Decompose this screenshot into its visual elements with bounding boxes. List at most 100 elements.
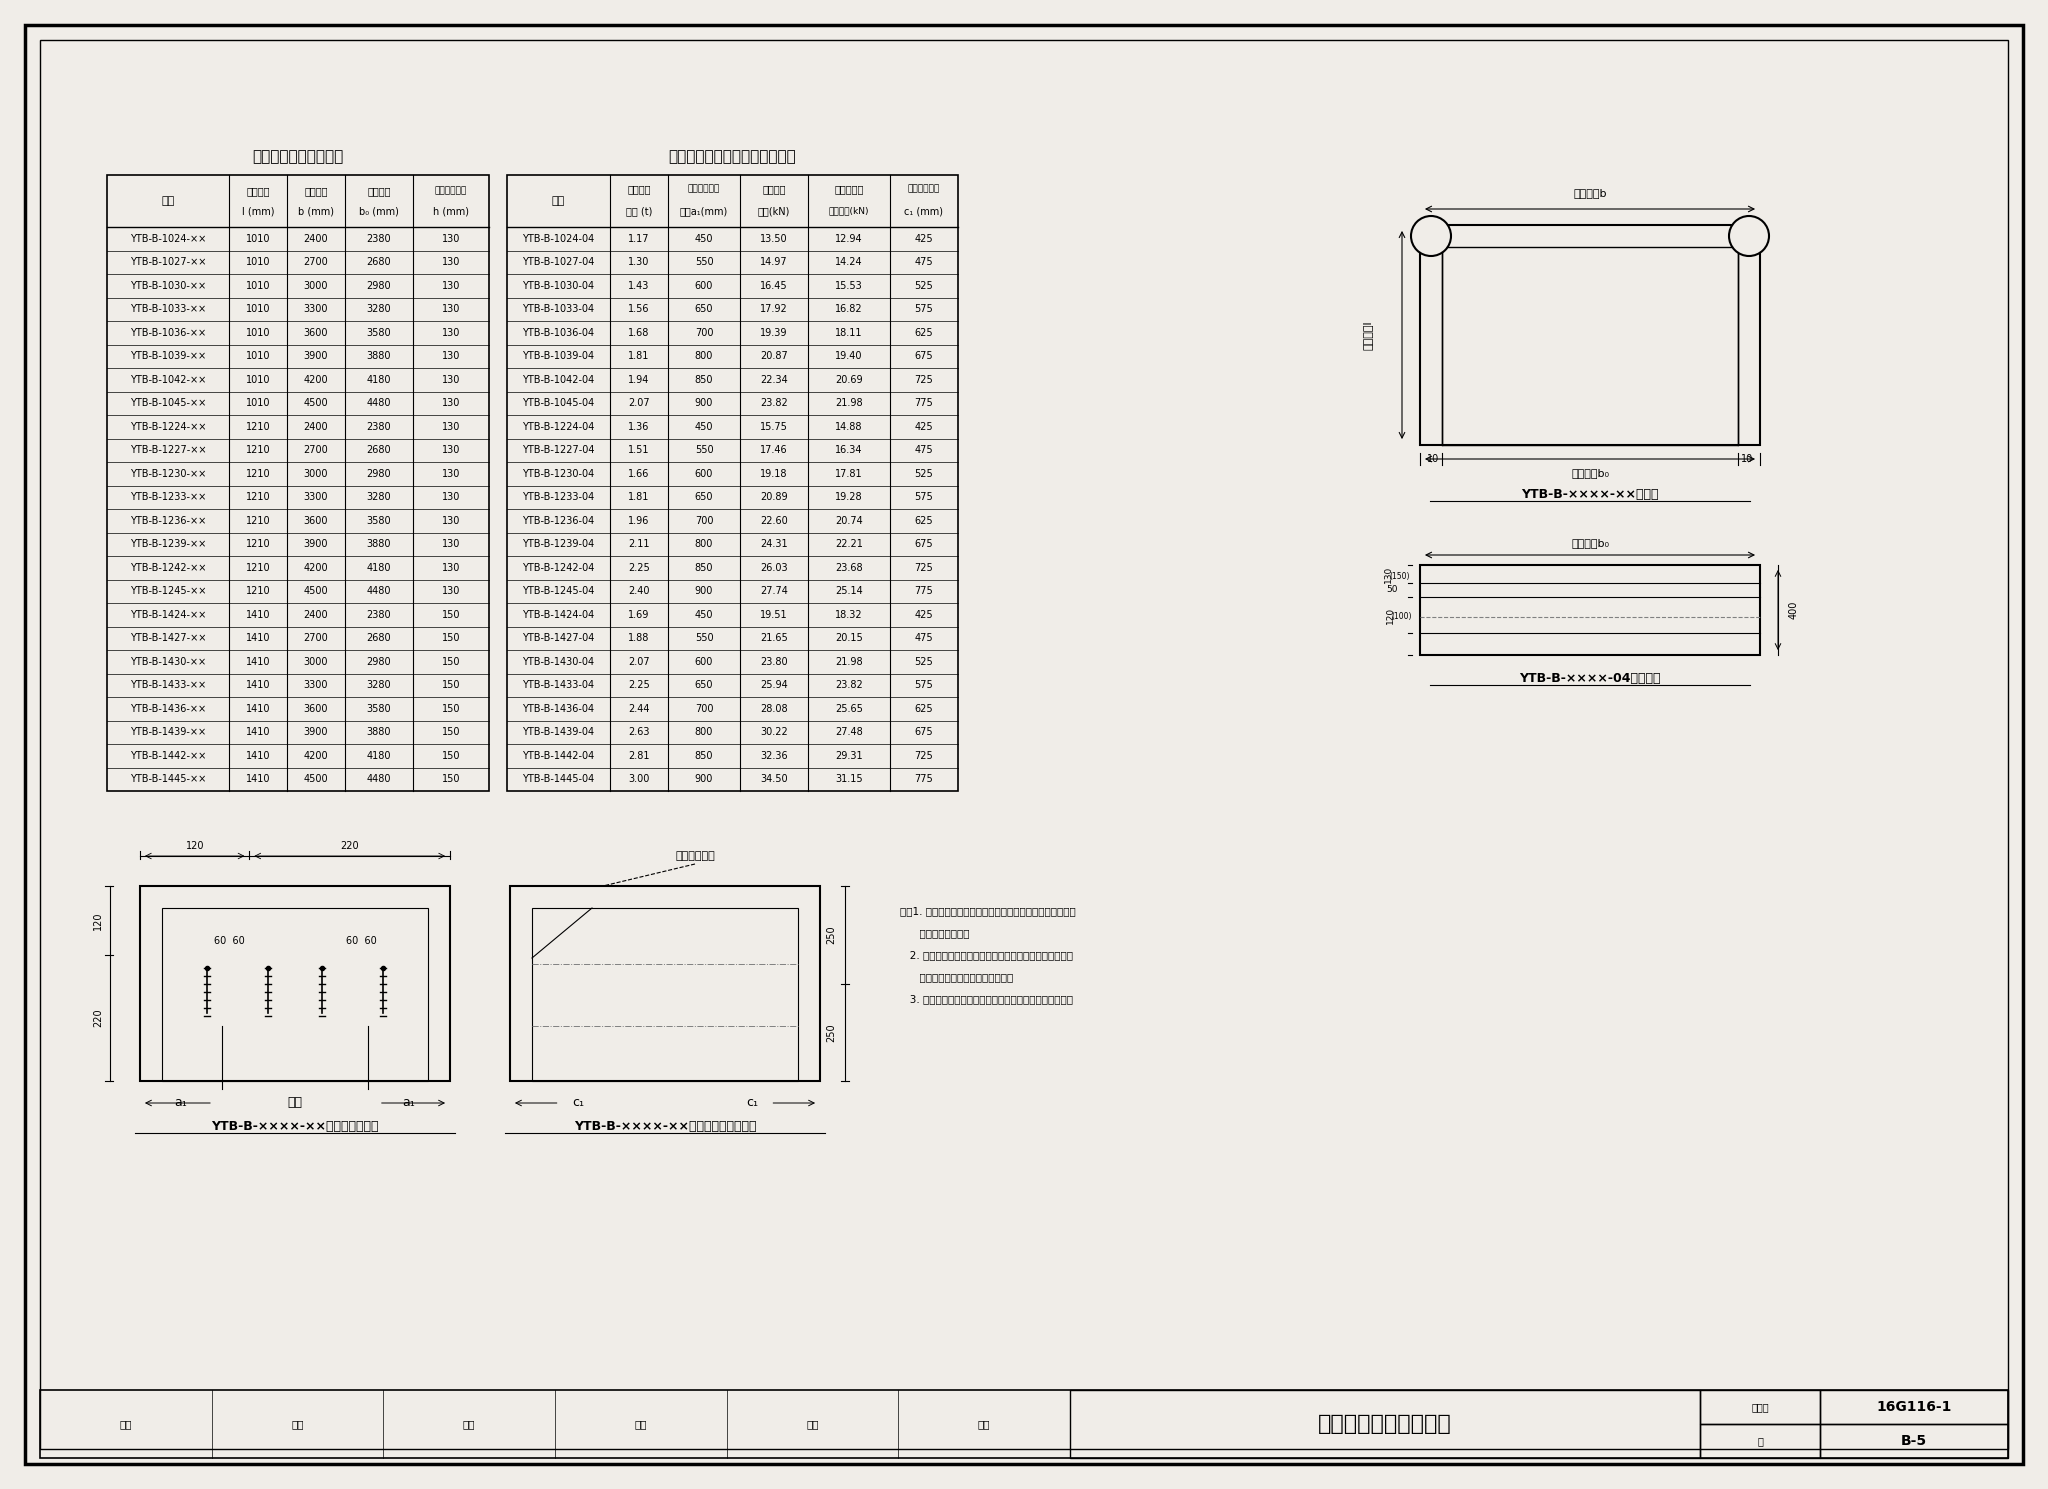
Text: 1210: 1210 (246, 421, 270, 432)
Text: 1010: 1010 (246, 328, 270, 338)
Text: 1.17: 1.17 (629, 234, 649, 244)
Text: 规格: 规格 (551, 197, 565, 205)
Text: 2680: 2680 (367, 445, 391, 456)
Text: YTB-B-1236-××: YTB-B-1236-×× (129, 515, 207, 526)
Text: 3580: 3580 (367, 704, 391, 713)
Text: 2.25: 2.25 (629, 680, 649, 691)
Text: 150: 150 (442, 704, 461, 713)
Text: 1210: 1210 (246, 539, 270, 549)
Text: a₁: a₁ (403, 1096, 416, 1109)
Text: 1210: 1210 (246, 587, 270, 596)
Text: 1210: 1210 (246, 445, 270, 456)
Text: 23.82: 23.82 (760, 398, 788, 408)
Text: 施工临时支撑: 施工临时支撑 (676, 852, 715, 861)
Text: 250: 250 (825, 926, 836, 944)
Text: YTB-B-1027-04: YTB-B-1027-04 (522, 258, 594, 267)
Text: 预制构件: 预制构件 (627, 185, 651, 194)
Text: YTB-B-1033-04: YTB-B-1033-04 (522, 304, 594, 314)
Text: 525: 525 (915, 469, 934, 479)
Text: 1210: 1210 (246, 493, 270, 502)
Text: 21.98: 21.98 (836, 657, 862, 667)
Text: 675: 675 (915, 351, 934, 362)
Text: 250: 250 (825, 1023, 836, 1042)
Bar (1700, 1423, 1821, 1458)
Bar (1821, 1423, 2007, 1458)
Text: c₁ (mm): c₁ (mm) (905, 205, 944, 216)
Bar (41, 1391, 2007, 1458)
Text: YTB-B-1245-××: YTB-B-1245-×× (129, 587, 207, 596)
Text: 800: 800 (694, 351, 713, 362)
Text: 1010: 1010 (246, 234, 270, 244)
Text: YTB-B-××××-××平面图: YTB-B-××××-××平面图 (1522, 488, 1659, 502)
Text: 全预制板厚度: 全预制板厚度 (434, 186, 467, 195)
Text: 4180: 4180 (367, 750, 391, 761)
Text: 150: 150 (442, 750, 461, 761)
Text: 审核: 审核 (119, 1419, 131, 1429)
Text: 725: 725 (915, 750, 934, 761)
Text: 4480: 4480 (367, 774, 391, 785)
Text: YTB-B-1227-××: YTB-B-1227-×× (129, 445, 207, 456)
Text: 25.65: 25.65 (836, 704, 862, 713)
Text: 1.36: 1.36 (629, 421, 649, 432)
Text: 3.00: 3.00 (629, 774, 649, 785)
Text: 13.50: 13.50 (760, 234, 788, 244)
Text: 14.97: 14.97 (760, 258, 788, 267)
Text: 19.51: 19.51 (760, 610, 788, 619)
Text: 吊点a₁(mm): 吊点a₁(mm) (680, 205, 729, 216)
Text: 150: 150 (442, 680, 461, 691)
Text: 450: 450 (694, 421, 713, 432)
Text: 1.69: 1.69 (629, 610, 649, 619)
Text: 2400: 2400 (303, 610, 328, 619)
Text: 775: 775 (915, 587, 934, 596)
Text: 1.66: 1.66 (629, 469, 649, 479)
Text: 1410: 1410 (246, 657, 270, 667)
Text: 房间开间b: 房间开间b (1573, 188, 1608, 198)
Circle shape (1411, 216, 1450, 256)
Text: 130: 130 (442, 493, 461, 502)
Text: 34.50: 34.50 (760, 774, 788, 785)
Text: YTB-B-1433-04: YTB-B-1433-04 (522, 680, 594, 691)
Text: 625: 625 (915, 704, 934, 713)
Text: c₁: c₁ (745, 1096, 758, 1109)
Text: 21.98: 21.98 (836, 398, 862, 408)
Text: YTB-B-1039-××: YTB-B-1039-×× (129, 351, 207, 362)
Text: 4480: 4480 (367, 398, 391, 408)
Text: a₁: a₁ (174, 1096, 188, 1109)
Text: 130: 130 (442, 445, 461, 456)
Text: 525: 525 (915, 657, 934, 667)
Text: 1010: 1010 (246, 398, 270, 408)
Text: 2680: 2680 (367, 258, 391, 267)
Text: 130: 130 (442, 234, 461, 244)
Text: 130: 130 (442, 539, 461, 549)
Text: 675: 675 (915, 727, 934, 737)
Text: 3580: 3580 (367, 328, 391, 338)
Text: 4500: 4500 (303, 587, 328, 596)
Text: 130: 130 (442, 375, 461, 384)
Text: 1410: 1410 (246, 680, 270, 691)
Text: 2700: 2700 (303, 445, 328, 456)
Text: YTB-B-1224-××: YTB-B-1224-×× (129, 421, 207, 432)
Text: 2. 本图全预制板式阳台施工参数选用表中脱模、运输、吸: 2. 本图全预制板式阳台施工参数选用表中脱模、运输、吸 (899, 950, 1073, 960)
Text: 1.51: 1.51 (629, 445, 649, 456)
Text: 150: 150 (442, 774, 461, 785)
Text: 130: 130 (442, 515, 461, 526)
Text: 575: 575 (915, 680, 934, 691)
Text: 1010: 1010 (246, 351, 270, 362)
Text: 3900: 3900 (303, 539, 328, 549)
Text: YTB-B-1436-04: YTB-B-1436-04 (522, 704, 594, 713)
Text: 2.81: 2.81 (629, 750, 649, 761)
Text: 吊点拉力(kN): 吊点拉力(kN) (829, 207, 868, 216)
Text: 450: 450 (694, 234, 713, 244)
Text: 阳台长度l: 阳台长度l (1364, 320, 1372, 350)
Text: 25.14: 25.14 (836, 587, 862, 596)
Text: 1.96: 1.96 (629, 515, 649, 526)
Text: b (mm): b (mm) (299, 205, 334, 216)
Text: YTB-B-××××-04背立面图: YTB-B-××××-04背立面图 (1520, 673, 1661, 685)
Text: 4200: 4200 (303, 375, 328, 384)
Text: 14.88: 14.88 (836, 421, 862, 432)
Text: 2380: 2380 (367, 421, 391, 432)
Text: 3600: 3600 (303, 328, 328, 338)
Text: 2.25: 2.25 (629, 563, 649, 573)
Text: 10: 10 (1741, 454, 1753, 465)
Text: 20.89: 20.89 (760, 493, 788, 502)
